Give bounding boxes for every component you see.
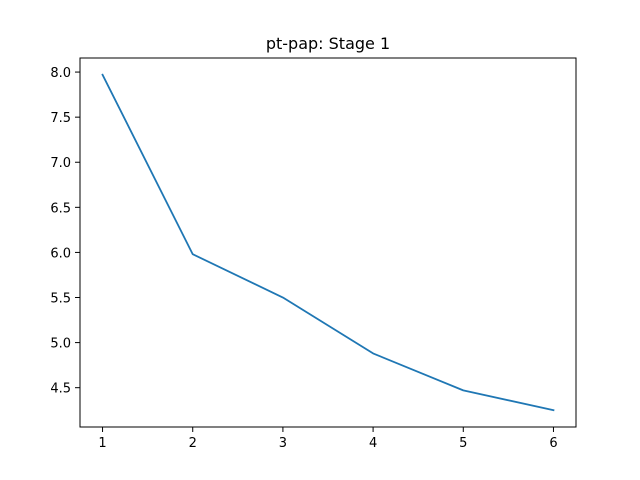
x-axis: 1 2 3 4 5 6 <box>98 427 558 451</box>
series-line <box>101 73 555 412</box>
y-tick-label: 6.0 <box>50 246 71 261</box>
x-tick-label: 5 <box>459 436 467 451</box>
series-layer <box>101 73 555 412</box>
y-tick-label: 5.5 <box>50 292 71 307</box>
y-tick-label: 4.5 <box>50 382 71 397</box>
x-tick-label: 3 <box>279 436 287 451</box>
y-axis: 4.5 5.0 5.5 6.0 6.5 7.0 7.5 8.0 <box>50 66 80 397</box>
x-tick-label: 4 <box>369 436 377 451</box>
x-tick-label: 6 <box>549 436 557 451</box>
y-tick-label: 5.0 <box>50 337 71 352</box>
y-tick-label: 7.0 <box>50 156 71 171</box>
y-tick-label: 6.5 <box>50 201 71 216</box>
x-tick-label: 2 <box>189 436 197 451</box>
x-tick-label: 1 <box>98 436 106 451</box>
y-tick-label: 7.5 <box>50 111 71 126</box>
y-tick-label: 8.0 <box>50 66 71 81</box>
plot-frame <box>79 57 577 428</box>
chart-title: pt-pap: Stage 1 <box>266 34 390 53</box>
